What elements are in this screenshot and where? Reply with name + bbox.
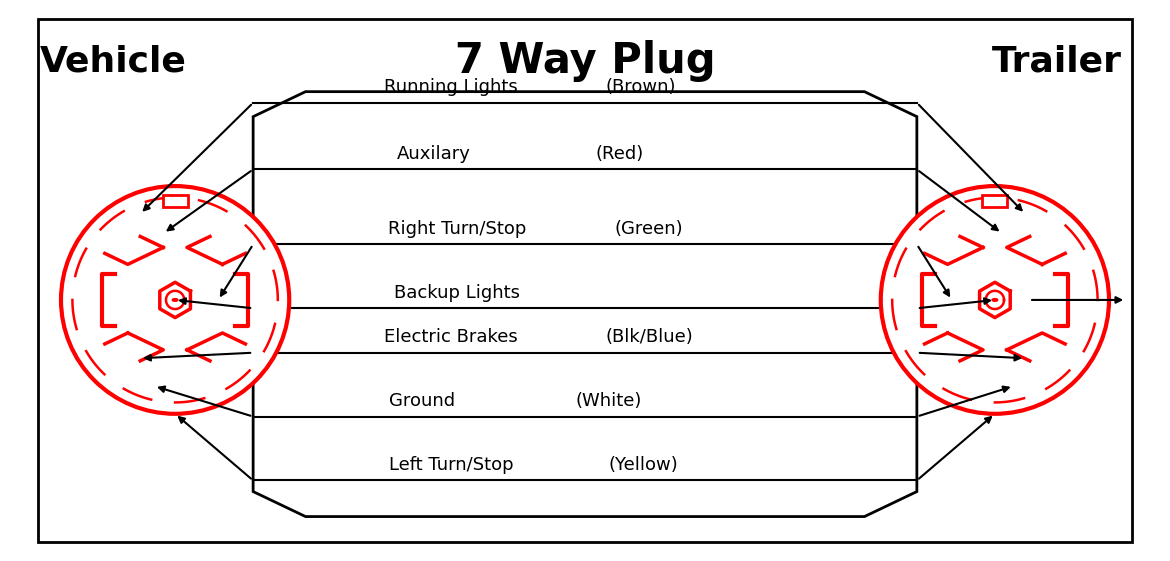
Text: (Yellow): (Yellow) [608,456,679,474]
Text: Backup Lights: Backup Lights [394,284,519,302]
Text: (Red): (Red) [596,145,644,163]
Text: Electric Brakes: Electric Brakes [384,328,518,346]
Text: Vehicle: Vehicle [40,44,187,78]
Text: (Brown): (Brown) [606,78,676,96]
Text: (Green): (Green) [614,220,683,238]
Polygon shape [253,91,917,517]
Circle shape [992,298,998,301]
Ellipse shape [881,186,1109,414]
Text: Left Turn/Stop: Left Turn/Stop [388,456,514,474]
Text: 7 Way Plug: 7 Way Plug [455,40,715,82]
Circle shape [172,298,178,301]
Text: Right Turn/Stop: Right Turn/Stop [387,220,526,238]
Text: (Blk/Blue): (Blk/Blue) [605,328,693,346]
Text: Auxilary: Auxilary [397,145,470,163]
Text: Trailer: Trailer [992,44,1122,78]
Text: Running Lights: Running Lights [384,78,518,96]
Bar [983,195,1007,206]
Ellipse shape [61,186,289,414]
Text: Ground: Ground [388,392,455,410]
Text: (White): (White) [576,392,641,410]
Bar [163,195,187,206]
